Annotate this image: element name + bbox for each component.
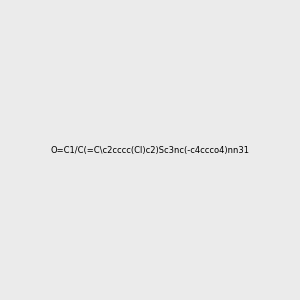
Text: O=C1/C(=C\c2cccc(Cl)c2)Sc3nc(-c4ccco4)nn31: O=C1/C(=C\c2cccc(Cl)c2)Sc3nc(-c4ccco4)nn…	[50, 146, 250, 154]
